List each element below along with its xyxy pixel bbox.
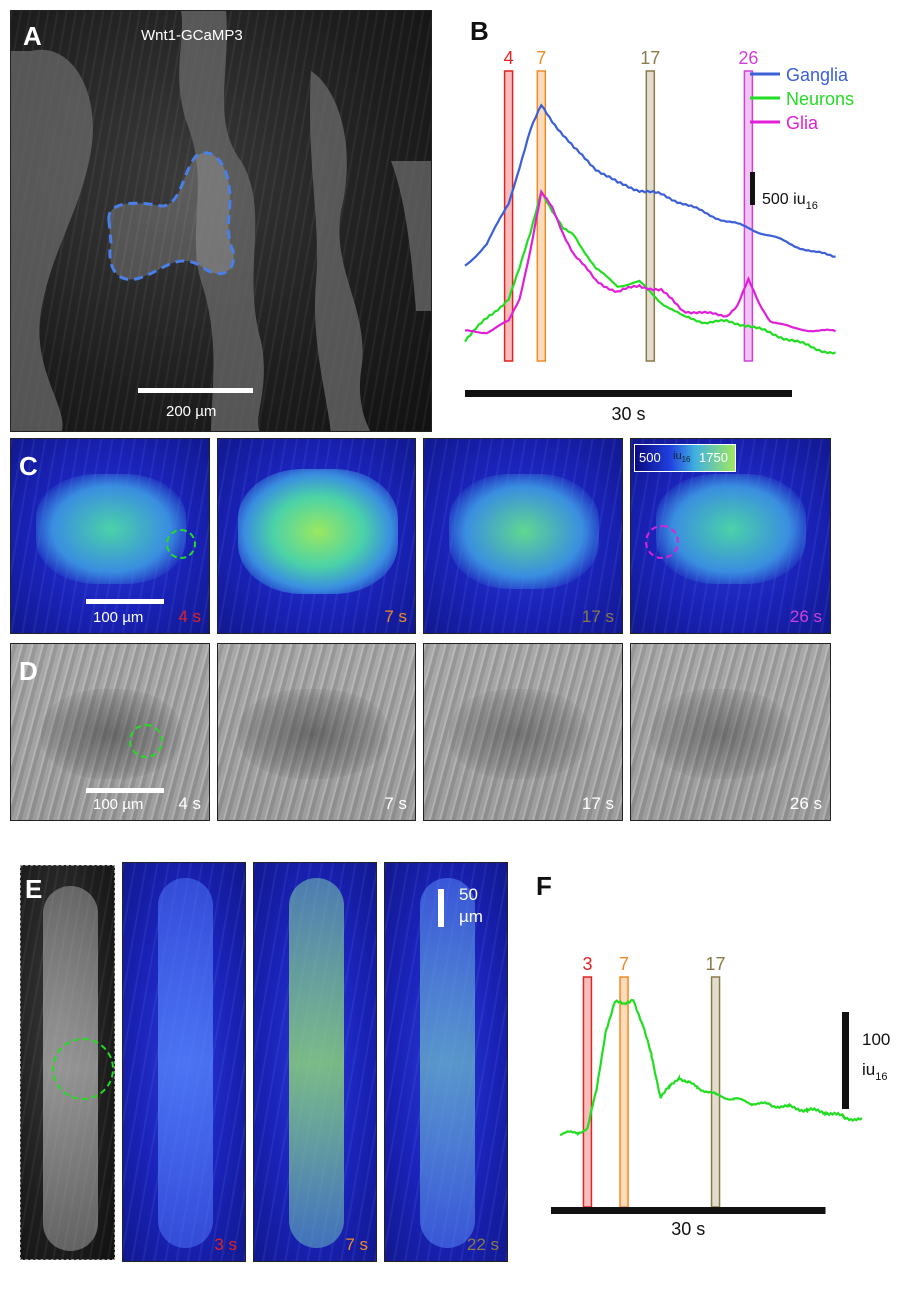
panel-f-marker-7 — [619, 976, 629, 1208]
panel-c-ganglion-1 — [36, 474, 186, 584]
panel-f-letter: F — [536, 871, 552, 901]
panel-c-frame-4: 500 iu16 1750 26 s — [630, 438, 831, 634]
panel-b-marker-label-4: 4 — [504, 48, 514, 68]
panel-f-chart: 3 7 17 100 iu16 30 s — [551, 954, 890, 1239]
panel-d-frame-3: 17 s — [423, 643, 623, 821]
colorbar-min: 500 — [639, 450, 661, 465]
colorbar-unit-sub: 16 — [681, 455, 691, 465]
panel-c-roi-circle — [166, 529, 196, 559]
panel-a-title: Wnt1-GCaMP3 — [141, 27, 243, 44]
panel-d-ganglion-4 — [651, 689, 791, 779]
panel-b-y-scalebar-sub: 16 — [806, 200, 818, 212]
panel-f-y-scalebar-value: 100 — [862, 1030, 890, 1049]
panel-d-scalebar-label: 100 µm — [93, 796, 144, 813]
panel-d-frame-4: 26 s — [630, 643, 831, 821]
panel-f-x-scalebar — [551, 1207, 826, 1214]
panel-d-time-4: 26 s — [789, 794, 822, 813]
panel-e-scalebar-label-1: 50 — [459, 885, 478, 904]
panel-b-series-ganglia — [464, 103, 836, 267]
panel-b-legend-label-ganglia: Ganglia — [786, 65, 849, 85]
panel-f-y-scalebar-unit: iu16 — [862, 1060, 887, 1083]
panel-d-time-1: 4 s — [178, 794, 201, 813]
panel-f-marker-label-7: 7 — [619, 954, 629, 974]
panel-b-marker-7 — [536, 70, 547, 362]
panel-e-time-1: 3 s — [214, 1235, 237, 1254]
panel-d-frame-2: 7 s — [217, 643, 416, 821]
panel-e-scalebar — [438, 889, 444, 927]
panel-f-marker-label-3: 3 — [582, 954, 592, 974]
panel-e-ganglion-2 — [289, 878, 344, 1248]
panel-c-letter: C — [19, 451, 38, 481]
panel-c-scalebar — [86, 599, 164, 604]
panel-b-y-scalebar — [750, 172, 755, 205]
panel-a-image: A Wnt1-GCaMP3 200 µm — [10, 10, 432, 432]
panel-d-time-2: 7 s — [384, 794, 407, 813]
panel-b-x-scalebar — [465, 390, 792, 397]
panel-f-marker-3 — [582, 976, 593, 1208]
panel-c-time-2: 7 s — [384, 607, 407, 626]
panel-d-time-3: 17 s — [581, 794, 614, 813]
panel-f-y-scalebar-sub: 16 — [875, 1071, 887, 1083]
panel-e-time-3: 22 s — [466, 1235, 499, 1254]
panel-e-ganglion-3 — [420, 878, 475, 1248]
panel-b-legend-label-glia: Glia — [786, 113, 819, 133]
panel-f-series-trace — [559, 998, 863, 1137]
panel-c-time-1: 4 s — [178, 607, 201, 626]
panel-e-ganglion-1 — [158, 878, 213, 1248]
panel-b-marker-label-26: 26 — [738, 48, 758, 68]
panel-e-frame-3: 50 µm 22 s — [384, 862, 508, 1262]
panel-d-ganglion-2 — [238, 689, 388, 779]
panel-c-time-3: 17 s — [581, 607, 614, 626]
panel-b-series-neurons — [464, 189, 837, 355]
panel-b-letter: B — [470, 16, 489, 46]
panel-c-colorbar: 500 iu16 1750 — [634, 444, 736, 472]
panel-c-time-4: 26 s — [789, 607, 822, 626]
panel-b-x-scalebar-label: 30 s — [611, 404, 645, 424]
panel-b-legend-label-neurons: Neurons — [786, 89, 854, 109]
panel-b-chart: 4 7 17 26 Ganglia Neurons Glia 500 iu16 30 s — [464, 48, 854, 424]
panel-c-roi-circle-glia — [645, 525, 679, 559]
panel-d-frame-1: D 100 µm 4 s — [10, 643, 210, 821]
panel-f-y-scalebar — [842, 1012, 849, 1109]
panel-f-x-scalebar-label: 30 s — [671, 1219, 705, 1239]
panel-e-frame-1: 3 s — [122, 862, 246, 1262]
panel-c-scalebar-label: 100 µm — [93, 609, 144, 626]
panel-c-ganglion-2 — [238, 469, 398, 594]
panel-b-marker-4 — [503, 70, 514, 362]
panel-c-frame-1: C 100 µm 4 s — [10, 438, 210, 634]
panel-b-series-glia — [464, 188, 837, 335]
panel-d-letter: D — [19, 656, 38, 686]
panel-c-frame-3: 17 s — [423, 438, 623, 634]
panel-b-y-scalebar-label: 500 iu16 — [762, 191, 818, 212]
panel-c-ganglion-4 — [656, 474, 806, 584]
panel-b-marker-label-17: 17 — [640, 48, 660, 68]
panel-e-time-2: 7 s — [345, 1235, 368, 1254]
panel-b-marker-26 — [743, 70, 754, 362]
panel-b-marker-label-7: 7 — [536, 48, 546, 68]
panel-a-letter: A — [23, 21, 42, 51]
panel-d-scalebar — [86, 788, 164, 793]
panel-a-scalebar-label: 200 µm — [166, 403, 217, 420]
colorbar-unit-text: iu — [673, 450, 682, 462]
panel-e-scalebar-label-2: µm — [459, 907, 483, 926]
colorbar-unit: iu16 — [673, 450, 690, 464]
panel-a-ganglia-network — [11, 11, 431, 431]
panel-d-ganglion-3 — [449, 689, 589, 779]
panel-d-roi-circle — [129, 724, 163, 758]
panel-a-scalebar — [138, 388, 253, 393]
panel-e-roi-circle — [52, 1038, 114, 1100]
panel-b-marker-17 — [645, 70, 656, 362]
panel-e-gray-image: E — [20, 865, 115, 1260]
panel-e-letter: E — [25, 874, 43, 904]
panel-f-marker-label-17: 17 — [706, 954, 726, 974]
panel-e-frame-2: 7 s — [253, 862, 377, 1262]
panel-a-roi-outline — [107, 151, 236, 281]
colorbar-max: 1750 — [699, 450, 728, 465]
panel-c-frame-2: 7 s — [217, 438, 416, 634]
panel-c-ganglion-3 — [449, 474, 599, 589]
